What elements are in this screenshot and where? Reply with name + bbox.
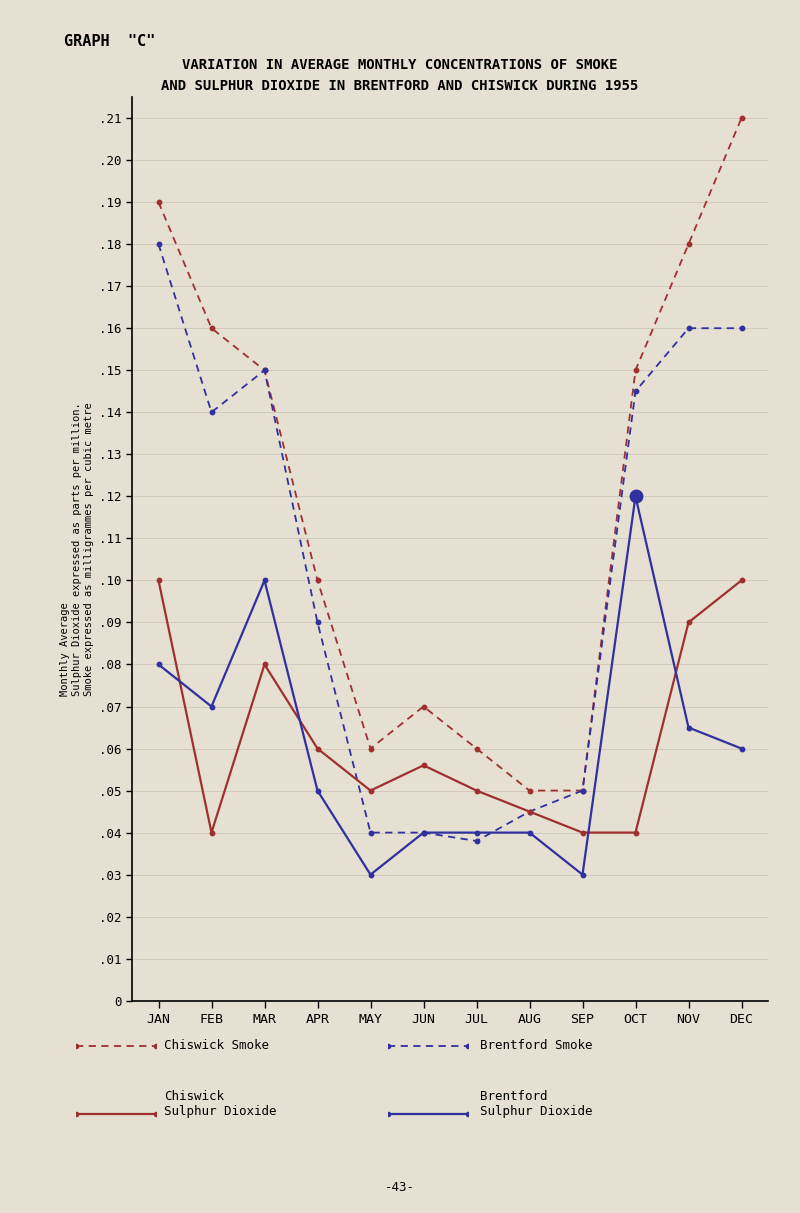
Text: Brentford
Sulphur Dioxide: Brentford Sulphur Dioxide xyxy=(480,1089,593,1118)
Text: Brentford Smoke: Brentford Smoke xyxy=(480,1040,593,1052)
Y-axis label: Monthly Average
Sulphur Dioxide expressed as parts per million.
Smoke expressed : Monthly Average Sulphur Dioxide expresse… xyxy=(60,402,94,696)
Text: GRAPH  "C": GRAPH "C" xyxy=(64,34,155,49)
Text: VARIATION IN AVERAGE MONTHLY CONCENTRATIONS OF SMOKE: VARIATION IN AVERAGE MONTHLY CONCENTRATI… xyxy=(182,58,618,73)
Text: -43-: -43- xyxy=(385,1181,415,1194)
Text: AND SULPHUR DIOXIDE IN BRENTFORD AND CHISWICK DURING 1955: AND SULPHUR DIOXIDE IN BRENTFORD AND CHI… xyxy=(162,79,638,93)
Text: Chiswick Smoke: Chiswick Smoke xyxy=(164,1040,269,1052)
Text: Chiswick
Sulphur Dioxide: Chiswick Sulphur Dioxide xyxy=(164,1089,277,1118)
